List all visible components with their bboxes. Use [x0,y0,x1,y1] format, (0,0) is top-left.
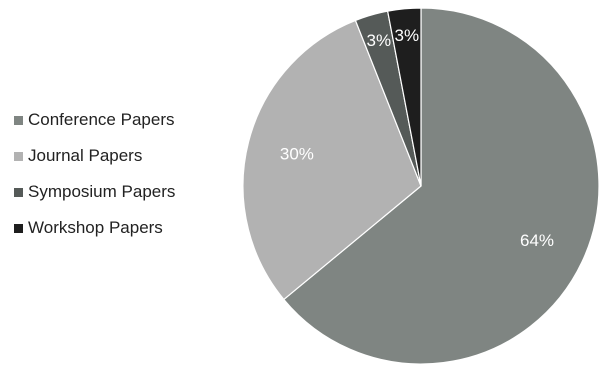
chart-legend: Conference Papers Journal Papers Symposi… [14,108,214,252]
legend-label-workshop: Workshop Papers [28,218,163,237]
legend-swatch-workshop [14,223,23,233]
data-label-conference: 64% [520,231,554,250]
legend-swatch-journal [14,151,23,161]
pie-data-labels: 64% 30% 3% 3% [280,26,554,250]
legend-label-journal: Journal Papers [28,146,143,165]
legend-item-conference: Conference Papers [14,108,214,132]
legend-item-symposium: Symposium Papers [14,180,214,204]
legend-item-workshop: Workshop Papers [14,216,214,240]
legend-item-journal: Journal Papers [14,144,214,168]
pie-slice-workshop [386,7,422,187]
legend-swatch-symposium [14,187,23,197]
pie-slices [242,7,600,365]
legend-swatch-conference [14,115,23,125]
pie-slice-conference [283,7,600,365]
pie-slice-journal [242,19,422,301]
data-label-workshop: 3% [395,26,420,45]
data-label-symposium: 3% [367,31,392,50]
legend-label-symposium: Symposium Papers [28,182,176,201]
data-label-journal: 30% [280,145,314,164]
legend-label-conference: Conference Papers [28,110,175,129]
